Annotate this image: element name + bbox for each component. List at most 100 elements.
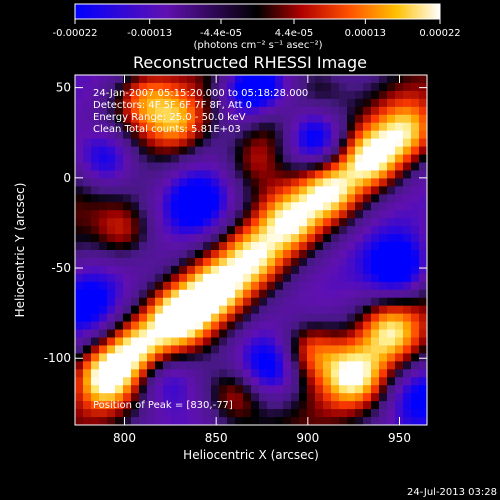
image-pixel: [315, 345, 324, 354]
image-pixel: [363, 305, 372, 315]
image-pixel: [123, 305, 132, 315]
image-pixel: [131, 409, 140, 418]
image-pixel: [411, 329, 420, 339]
image-pixel: [251, 75, 260, 84]
image-pixel: [323, 202, 332, 211]
image-pixel: [83, 178, 92, 187]
image-pixel: [355, 242, 364, 251]
image-pixel: [147, 409, 156, 418]
image-pixel: [219, 202, 228, 211]
image-pixel: [107, 194, 116, 203]
image-pixel: [339, 170, 348, 179]
image-pixel: [99, 289, 108, 299]
image-pixel: [251, 178, 260, 187]
image-pixel: [283, 329, 292, 339]
image-pixel: [379, 265, 388, 275]
image-pixel: [419, 313, 427, 323]
image-pixel: [131, 250, 140, 259]
image-pixel: [171, 281, 180, 291]
image-pixel: [115, 305, 124, 315]
image-pixel: [107, 106, 116, 116]
image-pixel: [299, 401, 308, 410]
image-pixel: [75, 162, 84, 172]
image-pixel: [251, 297, 260, 307]
image-pixel: [315, 146, 324, 156]
image-pixel: [211, 106, 220, 116]
image-pixel: [315, 393, 324, 402]
image-pixel: [115, 138, 124, 148]
image-pixel: [379, 90, 388, 100]
image-pixel: [387, 194, 396, 203]
image-pixel: [395, 329, 404, 339]
image-pixel: [403, 202, 412, 211]
image-pixel: [91, 361, 100, 370]
image-pixel: [323, 170, 332, 179]
image-pixel: [107, 289, 116, 299]
image-pixel: [99, 186, 108, 195]
image-pixel: [171, 210, 180, 219]
image-pixel: [419, 90, 427, 100]
image-pixel: [339, 265, 348, 275]
image-pixel: [147, 250, 156, 259]
image-pixel: [91, 321, 100, 331]
image-pixel: [123, 353, 132, 362]
image-pixel: [299, 154, 308, 164]
image-pixel: [243, 122, 252, 132]
image-pixel: [259, 257, 268, 267]
image-pixel: [275, 257, 284, 267]
image-pixel: [323, 98, 332, 108]
image-pixel: [163, 242, 172, 251]
image-pixel: [227, 417, 236, 425]
image-pixel: [107, 257, 116, 267]
image-pixel: [275, 353, 284, 362]
image-pixel: [363, 329, 372, 339]
x-tick-label: 800: [113, 431, 136, 445]
image-pixel: [163, 321, 172, 331]
image-pixel: [267, 234, 276, 243]
image-pixel: [387, 146, 396, 156]
image-pixel: [331, 265, 340, 275]
image-pixel: [315, 226, 324, 235]
image-pixel: [323, 75, 332, 84]
image-pixel: [211, 345, 220, 354]
image-pixel: [379, 250, 388, 259]
image-pixel: [419, 409, 427, 418]
image-pixel: [171, 305, 180, 315]
image-pixel: [131, 114, 140, 124]
image-pixel: [155, 186, 164, 195]
image-pixel: [363, 409, 372, 418]
image-pixel: [363, 146, 372, 156]
image-pixel: [371, 162, 380, 172]
image-pixel: [371, 202, 380, 211]
image-pixel: [195, 154, 204, 164]
image-pixel: [291, 337, 300, 347]
image-pixel: [291, 170, 300, 179]
image-pixel: [211, 194, 220, 203]
image-pixel: [75, 401, 84, 410]
image-pixel: [195, 202, 204, 211]
image-pixel: [187, 146, 196, 156]
image-pixel: [243, 265, 252, 275]
image-pixel: [355, 178, 364, 187]
image-pixel: [203, 353, 212, 362]
image-pixel: [291, 409, 300, 418]
image-pixel: [395, 313, 404, 323]
image-pixel: [403, 122, 412, 132]
image-pixel: [323, 122, 332, 132]
image-pixel: [331, 114, 340, 124]
image-pixel: [419, 329, 427, 339]
image-pixel: [267, 273, 276, 283]
image-pixel: [147, 321, 156, 331]
image-pixel: [115, 297, 124, 307]
image-pixel: [155, 369, 164, 378]
image-pixel: [363, 75, 372, 84]
image-pixel: [395, 250, 404, 259]
image-pixel: [379, 122, 388, 132]
image-pixel: [147, 401, 156, 410]
image-pixel: [139, 138, 148, 148]
image-pixel: [411, 218, 420, 227]
image-pixel: [219, 98, 228, 108]
image-pixel: [107, 273, 116, 283]
image-pixel: [379, 345, 388, 354]
image-pixel: [227, 313, 236, 323]
